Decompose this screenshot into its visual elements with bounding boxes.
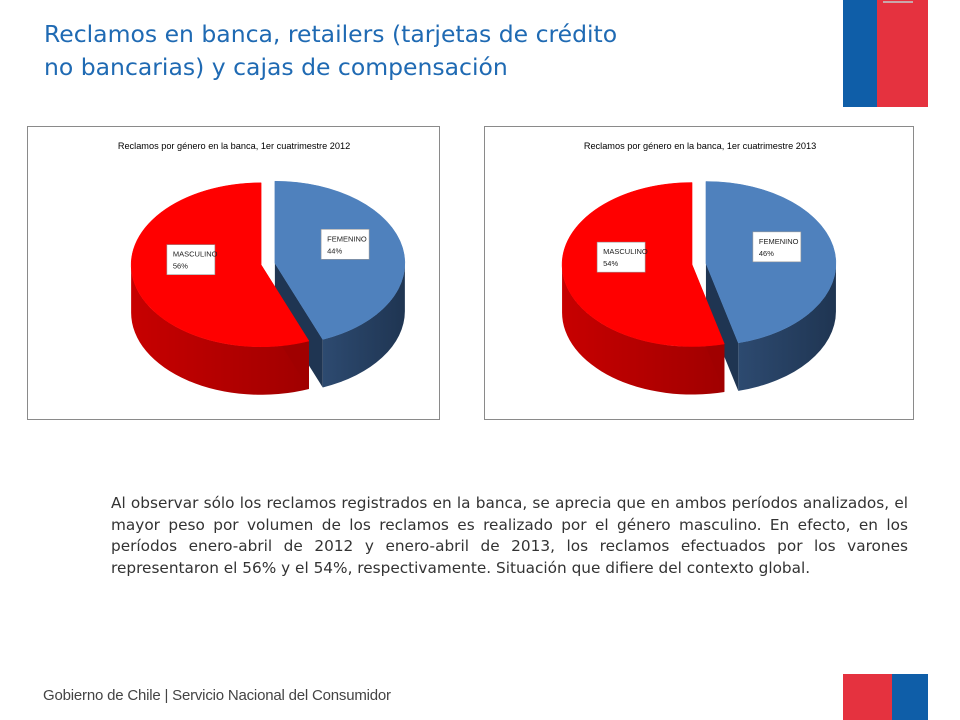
pie-side-femenino	[738, 263, 836, 391]
data-label-category: MASCULINO	[173, 250, 218, 259]
pie-slice-femenino	[705, 181, 837, 344]
chart-title: Reclamos por género en la banca, 1er cua…	[118, 141, 350, 151]
pie-edge-femenino	[705, 263, 739, 391]
data-label-value: 44%	[327, 246, 342, 255]
flag-emblem-top	[843, 0, 928, 107]
data-label-femenino: FEMENINO 46%	[752, 231, 802, 263]
data-label-femenino: FEMENINO 44%	[320, 228, 370, 260]
body-paragraph: Al observar sólo los reclamos registrado…	[111, 494, 908, 578]
pie-slice-masculino	[130, 182, 310, 348]
flag-blue-stripe	[892, 674, 928, 720]
page-title-line-2: no bancarias) y cajas de compensación	[44, 53, 508, 81]
pie-chart-2013-svg: Reclamos por género en la banca, 1er cua…	[561, 141, 837, 395]
footer-text: Gobierno de Chile | Servicio Nacional de…	[43, 687, 391, 704]
data-label-category: MASCULINO	[603, 247, 648, 256]
pie-side-masculino	[562, 264, 725, 395]
pie-chart-2012: Reclamos por género en la banca, 1er cua…	[27, 126, 440, 420]
pie-side-femenino	[322, 263, 405, 388]
flag-logo-mark	[883, 1, 913, 3]
data-label-value: 54%	[603, 259, 618, 268]
pie-chart-2013: Reclamos por género en la banca, 1er cua…	[484, 126, 914, 420]
page-title: Reclamos en banca, retailers (tarjetas d…	[44, 18, 784, 84]
flag-blue-stripe	[843, 0, 877, 107]
pie-side-masculino	[131, 264, 309, 395]
data-label-value: 56%	[173, 262, 188, 271]
pie-chart-2012-svg: Reclamos por género en la banca, 1er cua…	[118, 141, 406, 395]
data-label-masculino: MASCULINO 54%	[596, 241, 648, 273]
chart-title: Reclamos por género en la banca, 1er cua…	[584, 141, 816, 151]
pie-slice-femenino	[274, 180, 406, 340]
data-label-value: 46%	[759, 249, 774, 258]
page-title-line-1: Reclamos en banca, retailers (tarjetas d…	[44, 20, 618, 48]
flag-red-stripe	[877, 0, 928, 107]
data-label-masculino: MASCULINO 56%	[166, 244, 218, 276]
data-label-category: FEMENINO	[759, 237, 799, 246]
flag-red-stripe	[843, 674, 892, 720]
data-label-category: FEMENINO	[327, 234, 367, 243]
flag-emblem-bottom	[843, 674, 928, 720]
